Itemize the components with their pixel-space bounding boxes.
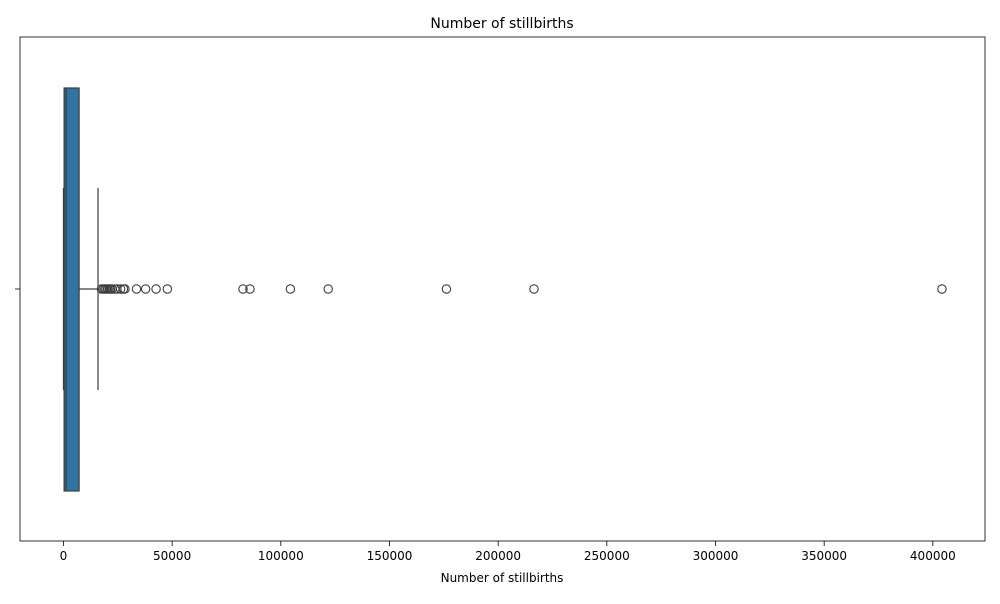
chart-title: Number of stillbirths bbox=[430, 16, 573, 32]
outlier-point bbox=[162, 284, 173, 294]
outlier-point bbox=[529, 284, 539, 294]
outlier-point bbox=[131, 284, 142, 294]
x-axis: 0 50000 100000 150000 200000 250000 300000 3500… bbox=[15, 288, 956, 563]
x-tick-label: 100000 bbox=[258, 549, 304, 563]
x-tick-label: 200000 bbox=[475, 549, 521, 563]
outlier-point bbox=[120, 284, 130, 294]
x-tick-label: 250000 bbox=[584, 549, 630, 563]
outlier-point bbox=[323, 284, 333, 294]
x-tick-label: 400000 bbox=[910, 549, 956, 563]
outlier-point bbox=[151, 284, 161, 294]
x-tick-label: 50000 bbox=[153, 549, 191, 563]
x-tick-label: 350000 bbox=[801, 549, 847, 563]
outlier-point bbox=[937, 284, 947, 294]
box-iqr bbox=[63, 87, 80, 492]
x-tick-label: 0 bbox=[60, 549, 68, 563]
x-axis-label: Number of stillbirths bbox=[441, 571, 564, 585]
x-tick-label: 300000 bbox=[693, 549, 739, 563]
outlier-point bbox=[238, 284, 248, 294]
x-tick-label: 150000 bbox=[367, 549, 413, 563]
outlier-point bbox=[115, 284, 126, 294]
outlier-point bbox=[285, 284, 296, 294]
outlier-point bbox=[441, 284, 452, 294]
chart-marks bbox=[62, 87, 947, 492]
outlier-point bbox=[245, 284, 255, 294]
plot-area bbox=[19, 36, 986, 542]
outlier-point bbox=[140, 284, 151, 294]
